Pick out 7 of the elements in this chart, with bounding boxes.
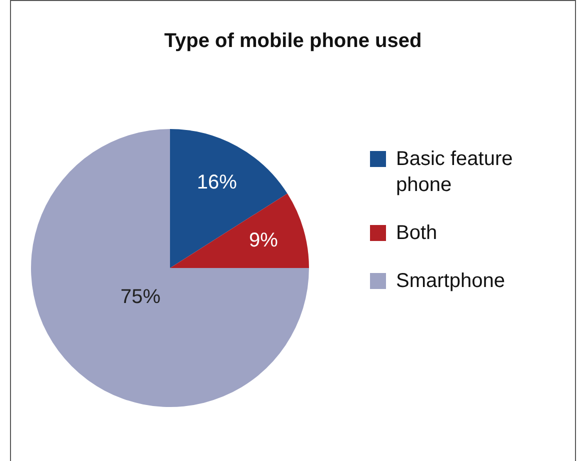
legend-label: Both <box>396 221 438 246</box>
data-label: 9% <box>248 229 278 252</box>
legend-label: Basic feature phone <box>396 147 514 198</box>
legend-label: Smartphone <box>396 269 505 294</box>
data-label: 75% <box>120 286 161 308</box>
data-label: 16% <box>196 171 238 194</box>
chart-title: Type of mobile phone used <box>163 30 423 53</box>
